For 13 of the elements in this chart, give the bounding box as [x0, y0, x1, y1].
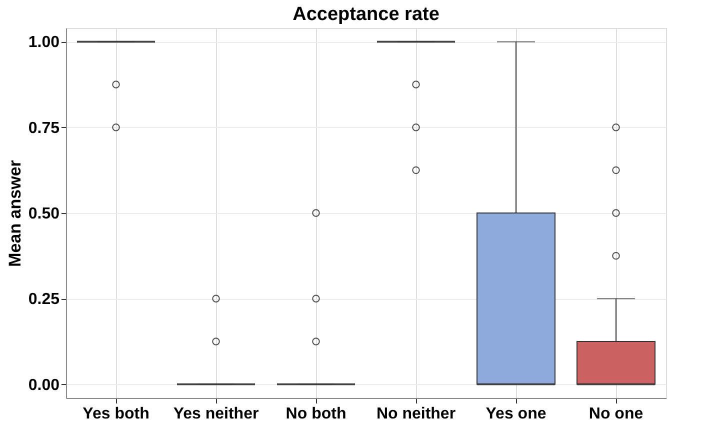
x-tick-label: No neither	[376, 406, 456, 422]
y-tick-label: 0.50	[28, 206, 60, 222]
y-tick-label: 0.25	[28, 291, 60, 308]
y-axis-title: Mean answer	[5, 160, 24, 267]
y-tick-label: 0.75	[28, 120, 60, 137]
x-tick-label: No both	[286, 406, 346, 422]
x-tick-label: Yes neither	[173, 406, 259, 422]
x-tick-label: No one	[588, 406, 644, 422]
chart-title: Acceptance rate	[292, 4, 440, 25]
x-tick-label: Yes one	[486, 406, 546, 422]
x-tick-label: Yes both	[82, 406, 150, 422]
y-tick-label: 1.00	[28, 34, 60, 52]
y-tick-label: 0.00	[28, 376, 60, 394]
